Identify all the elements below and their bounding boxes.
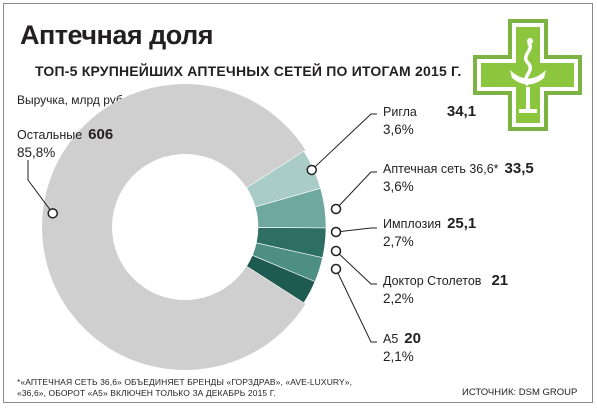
footnote: *«АПТЕЧНАЯ СЕТЬ 36,6» ОБЪЕДИНЯЕТ БРЕНДЫ … (17, 377, 352, 399)
chart-subtitle: ТОП-5 КРУПНЕЙШИХ АПТЕЧНЫХ СЕТЕЙ ПО ИТОГА… (35, 63, 462, 79)
label-stoletov: Доктор Столетов 21 2,2% (383, 272, 509, 306)
slice-others (41, 84, 306, 370)
marker-apteka366 (330, 203, 342, 215)
leader-apteka366 (335, 171, 377, 210)
chart-frame (3, 3, 593, 403)
marker-a5 (330, 263, 342, 275)
source-note: ИСТОЧНИК: DSM GROUP (462, 387, 578, 398)
leader-stoletov (335, 250, 377, 285)
label-a5: А5 20 2,1% (383, 330, 421, 364)
label-implozia: Имплозия 25,1 2,7% (383, 215, 477, 249)
slice-a5 (246, 254, 316, 304)
chart-title: Аптечная доля (20, 20, 214, 50)
label-rigla: Ригла 34,1 3,6% (383, 103, 477, 137)
leader-a5 (335, 268, 377, 343)
marker-implozia (330, 226, 342, 238)
footnote-line-2: «36,6», ОБОРОТ «А5» ВКЛЮЧЕН ТОЛЬКО ЗА ДЕ… (17, 388, 276, 398)
leader-rigla (311, 113, 377, 171)
footnote-line-1: *«АПТЕЧНАЯ СЕТЬ 36,6» ОБЪЕДИНЯЕТ БРЕНДЫ … (17, 377, 353, 387)
leader-others (27, 160, 54, 214)
marker-others (47, 208, 58, 219)
marker-rigla (306, 164, 317, 176)
pharmacy-cross-icon (473, 19, 582, 131)
marker-stoletov (330, 245, 342, 257)
leader-implozia (335, 227, 377, 233)
unit-label: Выручка, млрд руб. (17, 93, 127, 107)
label-apteka366: Аптечная сеть 36,6* 33,5 3,6% (383, 160, 534, 194)
label-others: Остальные 606 85,8% (17, 126, 114, 160)
